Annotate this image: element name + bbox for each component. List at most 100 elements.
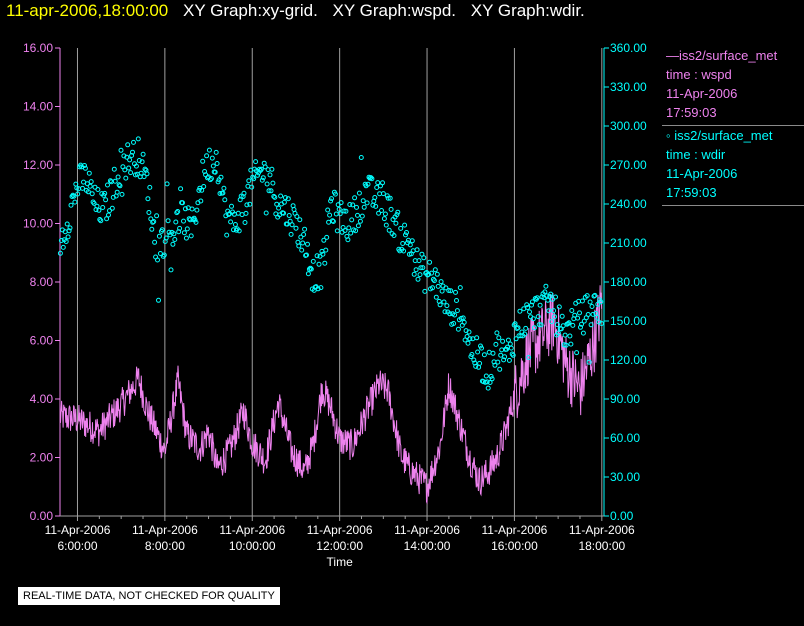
wdir-point [271, 193, 277, 199]
wdir-point [598, 299, 604, 305]
wdir-point [580, 330, 586, 336]
wdir-point [204, 153, 210, 159]
wdir-point [105, 182, 110, 188]
x-tick-label-date: 11-Apr-2006 [45, 523, 111, 537]
wdir-point [538, 322, 544, 328]
wdir-point [107, 178, 113, 184]
wdir-point [404, 230, 409, 235]
wdir-point [87, 183, 93, 189]
right-tick-label: 180.00 [610, 275, 647, 289]
wdir-point [239, 212, 245, 218]
wdir-point [117, 183, 123, 189]
legend-wdir-variable: time : wdir [666, 147, 726, 162]
wdir-point [246, 178, 252, 184]
wdir-point [570, 322, 576, 328]
wdir-point [256, 166, 262, 172]
wdir-point [135, 136, 141, 142]
wdir-point [269, 166, 275, 172]
wdir-point [388, 206, 394, 212]
wdir-point [355, 223, 361, 229]
wdir-point [343, 208, 349, 214]
wdir-point [170, 241, 176, 247]
wdir-point [131, 139, 136, 145]
wdir-point [207, 177, 213, 183]
wdir-point [307, 265, 313, 271]
wdir-point [123, 175, 129, 181]
header-timestamp: 11-apr-2006,18:00:00 [6, 1, 169, 20]
wdir-point [481, 352, 487, 358]
wdir-point [323, 247, 329, 253]
wdir-point [435, 283, 441, 289]
wdir-point [57, 250, 63, 256]
x-axis-label: Time [327, 555, 354, 569]
wdir-point [91, 200, 97, 206]
wdir-point [103, 197, 109, 203]
wdir-point [60, 244, 66, 250]
wdir-point [224, 232, 230, 238]
wdir-point [405, 237, 411, 243]
wdir-point [569, 308, 575, 313]
wdir-point [302, 226, 308, 232]
wdir-point [543, 283, 549, 289]
wdir-point [180, 200, 185, 206]
wdir-point [270, 180, 276, 186]
wdir-point [434, 271, 440, 277]
wdir-point [66, 228, 72, 234]
wdir-point [354, 204, 359, 210]
wdir-point [111, 166, 117, 172]
wdir-point [72, 199, 78, 205]
wdir-point [242, 220, 248, 225]
wdir-point [133, 163, 139, 169]
wdir-point [68, 202, 74, 208]
wdir-point [492, 362, 498, 368]
wdir-point [579, 321, 584, 327]
wdir-point [415, 276, 421, 282]
wdir-point [150, 219, 156, 225]
wdir-point [425, 272, 431, 278]
wdir-point [341, 208, 347, 214]
wdir-point [202, 169, 208, 174]
wdir-point [384, 193, 390, 199]
wdir-point [63, 239, 69, 244]
wdir-point [535, 314, 541, 320]
wdir-point [542, 289, 548, 295]
wdir-point [515, 325, 521, 331]
wdir-point [361, 204, 367, 210]
wdir-point [165, 218, 171, 224]
wdir-point [260, 175, 266, 181]
wdir-point [293, 225, 299, 231]
wdir-point [574, 350, 580, 356]
wdir-point [109, 205, 115, 211]
legend-wspd-time: 17:59:03 [666, 105, 717, 120]
wdir-point [200, 158, 206, 164]
wdir-point [443, 285, 449, 291]
wdir-point [589, 304, 595, 309]
wdir-point [127, 157, 133, 163]
wdir-point [126, 165, 132, 171]
wdir-point [325, 207, 331, 213]
wdir-point [500, 338, 506, 344]
wdir-point [334, 228, 340, 234]
wdir-point [278, 193, 284, 199]
wdir-point [80, 185, 85, 191]
wdir-point [530, 316, 536, 322]
wdir-point [122, 167, 128, 173]
wdir-point [249, 184, 255, 190]
wdir-point [448, 288, 454, 294]
wdir-point [152, 239, 158, 245]
wdir-point [495, 359, 501, 365]
wdir-point [208, 176, 214, 181]
wdir-point [85, 189, 91, 195]
right-tick-label: 330.00 [610, 80, 647, 94]
wdir-point [308, 266, 314, 272]
left-tick-label: 10.00 [23, 217, 53, 231]
wdir-point [326, 219, 332, 225]
left-tick-label: 4.00 [30, 392, 54, 406]
wdir-point [106, 212, 111, 218]
wdir-point [304, 252, 309, 258]
wdir-point [401, 248, 407, 254]
wdir-point [177, 225, 183, 231]
wdir-point [281, 199, 287, 205]
right-tick-label: 210.00 [610, 236, 647, 250]
wdir-point [444, 303, 450, 309]
